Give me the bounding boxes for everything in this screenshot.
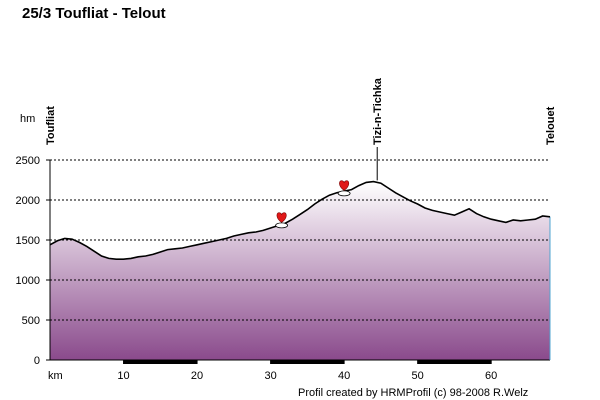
x-tick-label: 30 bbox=[264, 370, 276, 382]
y-tick-label: 0 bbox=[34, 355, 40, 367]
x-tick-label: 50 bbox=[412, 370, 424, 382]
waypoint-label: Toufliat bbox=[45, 106, 57, 145]
y-axis-unit: hm bbox=[20, 113, 36, 125]
elevation-area bbox=[50, 181, 550, 360]
x-axis-bar-segment bbox=[417, 360, 492, 364]
x-tick-label: 10 bbox=[117, 370, 129, 382]
x-axis-bar-segment bbox=[123, 360, 198, 364]
x-tick-label: 20 bbox=[191, 370, 203, 382]
x-axis-unit: km bbox=[48, 370, 63, 382]
y-tick-label: 2000 bbox=[16, 195, 40, 207]
y-tick-label: 1000 bbox=[16, 275, 40, 287]
x-tick-label: 60 bbox=[485, 370, 497, 382]
chart-title: 25/3 Toufliat - Telout bbox=[22, 5, 166, 22]
y-tick-label: 1500 bbox=[16, 235, 40, 247]
heart-icon bbox=[275, 212, 289, 229]
elevation-line bbox=[49, 180, 551, 260]
marker-base bbox=[275, 222, 289, 229]
heart-shape bbox=[339, 180, 350, 191]
marker-base bbox=[337, 190, 351, 197]
heart-icon bbox=[337, 180, 351, 197]
x-axis-bar-segment bbox=[270, 360, 345, 364]
waypoint-label: Tizi-n-Tichka bbox=[372, 77, 384, 145]
x-tick-label: 40 bbox=[338, 370, 350, 382]
heart-shape bbox=[276, 212, 287, 223]
waypoint-label: Telouet bbox=[545, 106, 557, 145]
y-tick-label: 500 bbox=[22, 315, 40, 327]
y-tick-label: 2500 bbox=[16, 155, 40, 167]
credit-text: Profil created by HRMProfil (c) 98-2008 … bbox=[298, 387, 529, 399]
